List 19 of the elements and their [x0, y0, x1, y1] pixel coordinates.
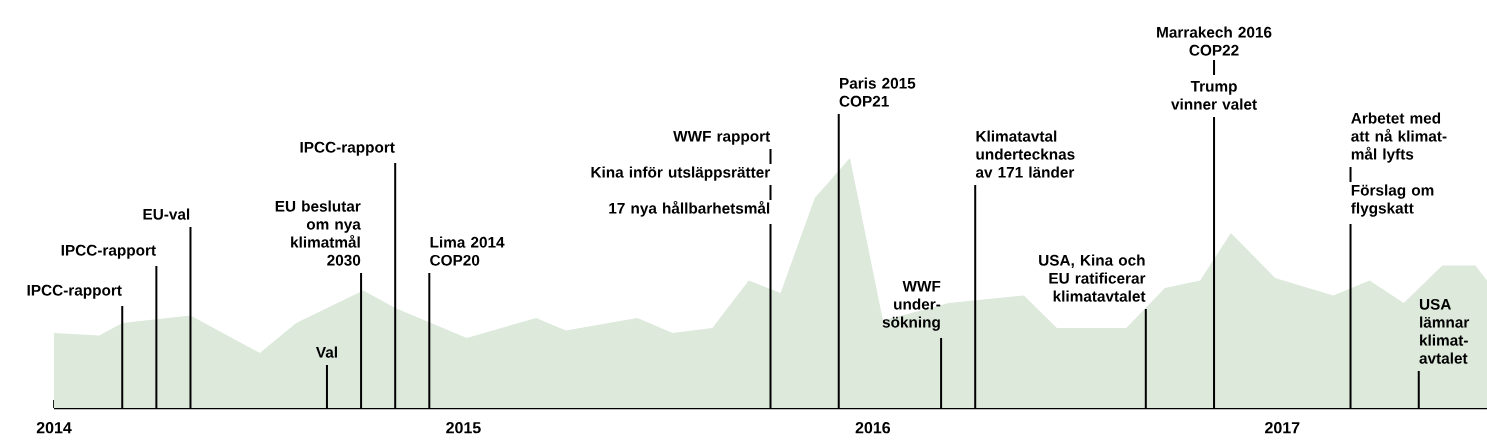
ref-line-label: IPCC-rapport [300, 141, 395, 156]
ref-line-label: Klimatavtal undertecknas av 171 länder [975, 130, 1075, 178]
ref-line-label: USA lämnar klimat- avtalet [1419, 298, 1470, 364]
ref-line-label: Val [315, 346, 337, 358]
x-tick-label: 2016 [855, 422, 891, 434]
x-tick-label: 2015 [446, 422, 481, 434]
ref-line-label: Lima 2014 COP20 [430, 236, 505, 266]
x-tick-label: 2014 [36, 422, 72, 434]
ref-line-label: WWF under- sökning [882, 280, 941, 331]
text: Arbetet med att nå klimat- mål lyfts Förslag om flygskatt [1351, 112, 1447, 217]
ref-line-label: USA, Kina och EU ratificerar klimatavtalet [1039, 254, 1146, 302]
x-tick-label: 2017 [1265, 422, 1300, 434]
ref-line-label: EU beslutar om nya klimatmål 2030 [275, 200, 361, 266]
ref-line-label: Paris 2015 COP21 [839, 77, 916, 107]
ref-line-label: EU-val [143, 208, 190, 220]
text: Marrakech 2016 COP22 Trump vinner valet [1157, 26, 1272, 110]
ref-line-label: IPCC-rapport [27, 284, 122, 299]
ref-line-label: IPCC-rapport [61, 244, 156, 259]
text: WWF rapport Kina inför utsläppsrätter 17 nya hållbarhetsmål [591, 131, 771, 217]
